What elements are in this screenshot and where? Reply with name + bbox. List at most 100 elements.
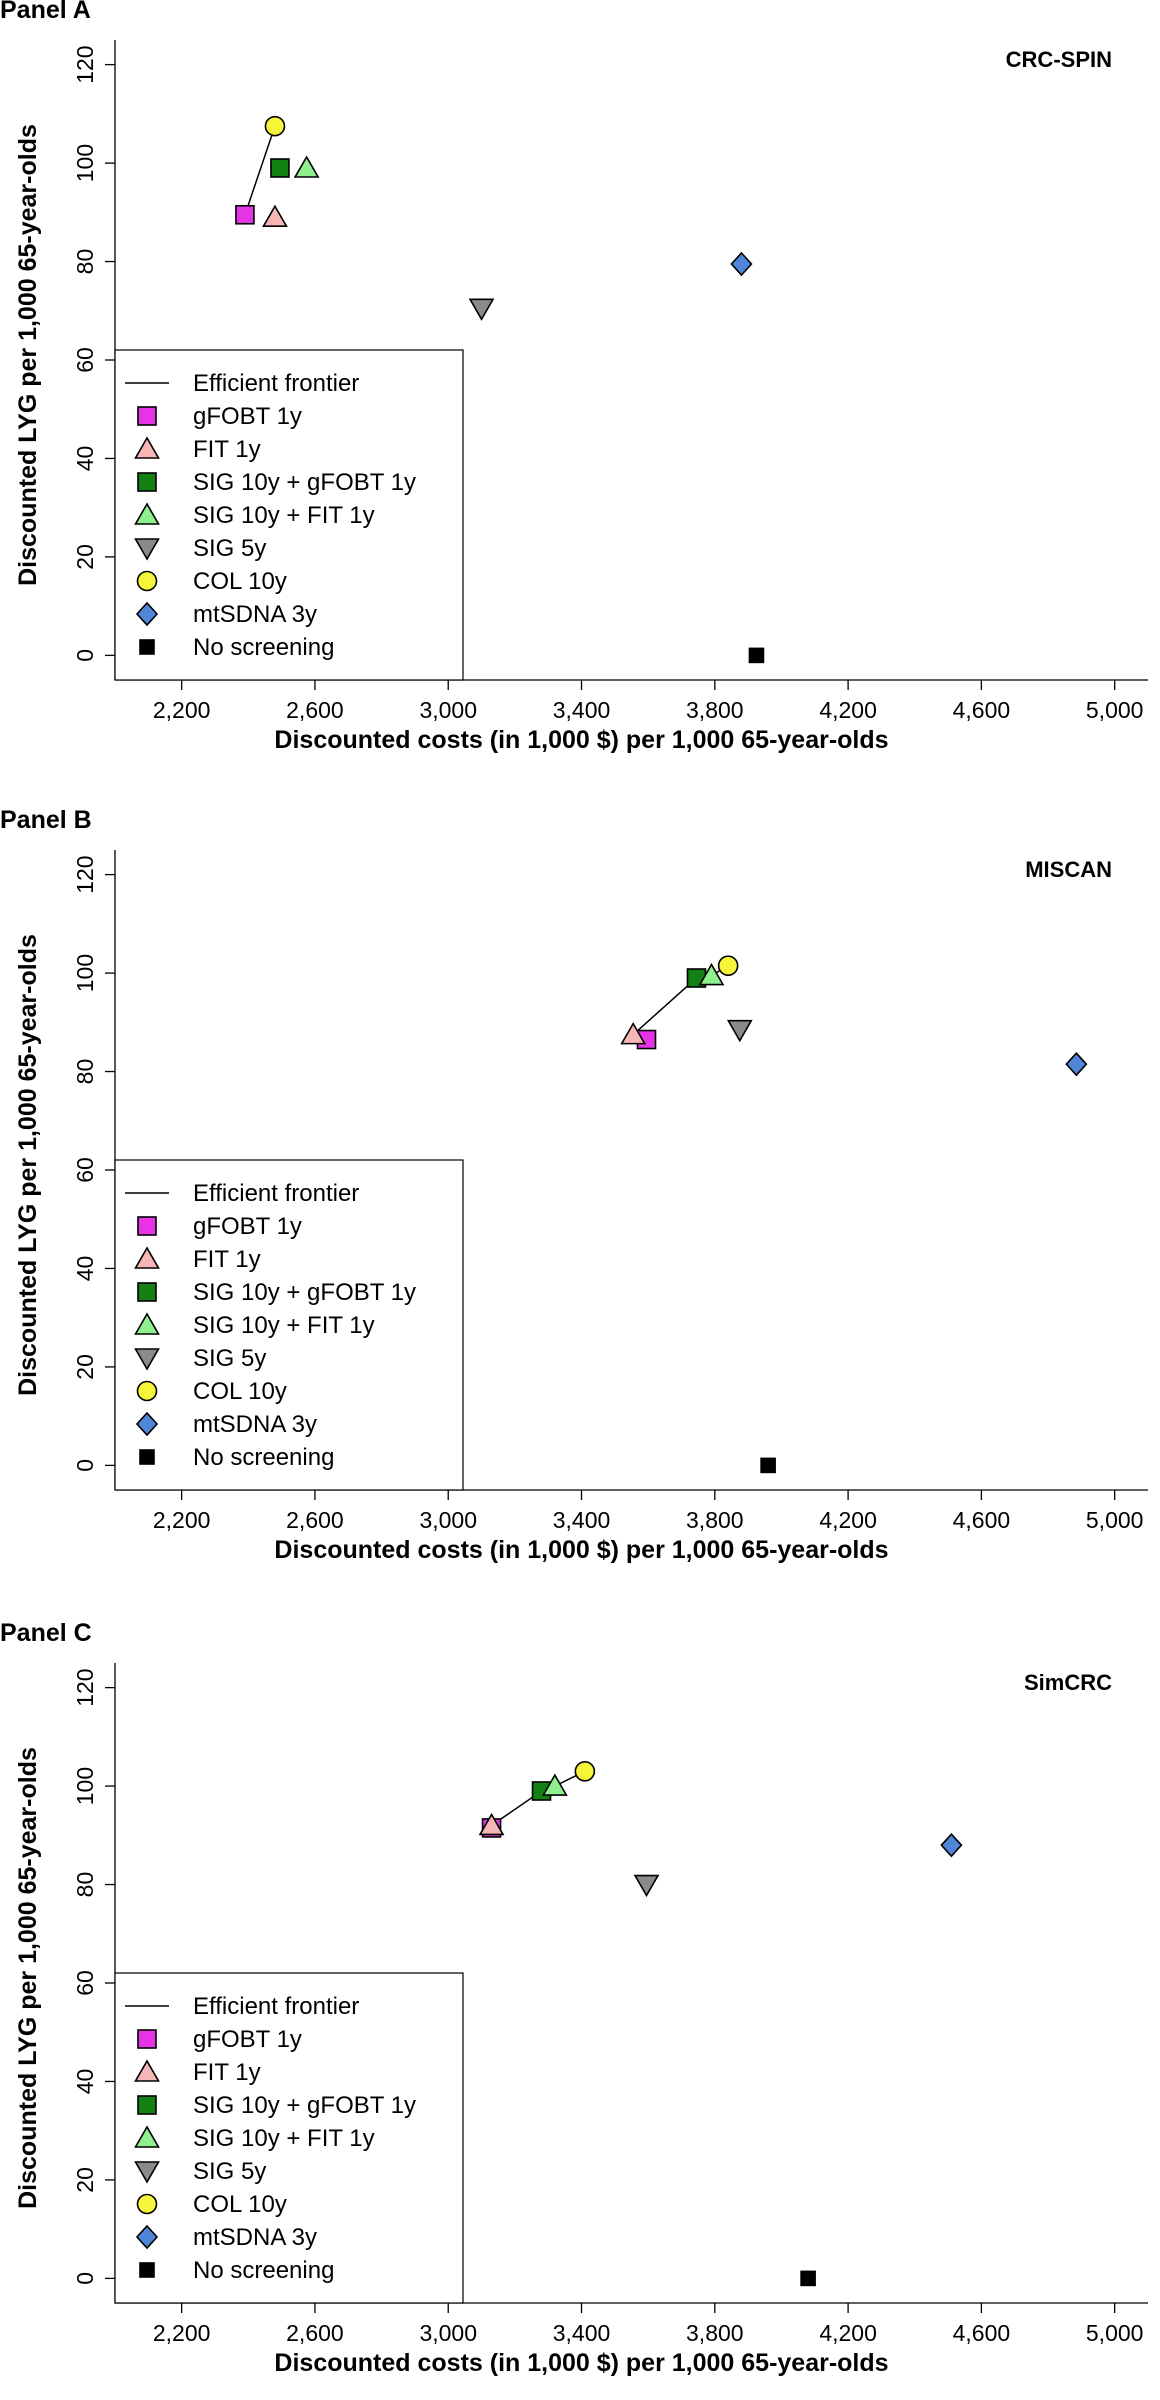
legend-label: mtSDNA 3y bbox=[193, 1411, 317, 1438]
legend-label: COL 10y bbox=[193, 568, 287, 595]
data-point-sig-10y-fit-1y bbox=[541, 1773, 568, 1796]
y-tick-label: 20 bbox=[72, 544, 98, 570]
y-tick-label: 80 bbox=[72, 1872, 98, 1898]
data-point-col-10y bbox=[574, 1761, 596, 1782]
y-tick-label: 60 bbox=[72, 1157, 98, 1183]
legend-label: gFOBT 1y bbox=[193, 1213, 302, 1240]
x-tick-label: 3,400 bbox=[553, 2320, 611, 2346]
y-tick-label: 40 bbox=[72, 446, 98, 472]
legend-marker-gfobt-1y bbox=[137, 406, 157, 426]
data-point-col-10y bbox=[264, 115, 286, 137]
legend-marker-sig-10y-gfobt-1y bbox=[137, 472, 157, 492]
legend-label: SIG 10y + gFOBT 1y bbox=[193, 2092, 416, 2119]
legend-marker-gfobt-1y bbox=[137, 2029, 157, 2049]
legend-label: Efficient frontier bbox=[193, 370, 359, 397]
legend-marker-fit-1y bbox=[134, 2059, 160, 2082]
legend-label: No screening bbox=[193, 2257, 334, 2284]
model-label: CRC-SPIN bbox=[1006, 47, 1112, 72]
y-tick-label: 80 bbox=[72, 1059, 98, 1085]
y-tick-label: 60 bbox=[72, 1970, 98, 1996]
panel-label: Panel A bbox=[0, 0, 91, 24]
legend-marker-col-10y bbox=[136, 2193, 158, 2215]
legend-marker-mtsdna-3y bbox=[135, 2224, 159, 2250]
legend-marker-col-10y bbox=[136, 1380, 158, 1402]
y-tick-label: 100 bbox=[72, 1767, 98, 1805]
legend: Efficient frontier gFOBT 1y FIT 1y SIG 10y … bbox=[114, 1972, 464, 2304]
legend-label: No screening bbox=[193, 1444, 334, 1471]
legend-label: COL 10y bbox=[193, 1378, 287, 1405]
data-point-sig-5y bbox=[468, 298, 495, 321]
data-point-no-screening bbox=[800, 2270, 816, 2287]
x-tick-label: 2,600 bbox=[286, 697, 344, 723]
legend-label: SIG 5y bbox=[193, 1345, 266, 1372]
legend-label: mtSDNA 3y bbox=[193, 2224, 317, 2251]
x-tick-label: 2,600 bbox=[286, 2320, 344, 2346]
panel-label: Panel C bbox=[0, 1619, 92, 1647]
y-axis-title: Discounted LYG per 1,000 65-year-olds bbox=[14, 124, 42, 586]
legend-label: SIG 10y + FIT 1y bbox=[193, 2125, 375, 2152]
legend-label: SIG 10y + gFOBT 1y bbox=[193, 1279, 416, 1306]
y-axis-title: Discounted LYG per 1,000 65-year-olds bbox=[14, 934, 42, 1396]
y-axis-title: Discounted LYG per 1,000 65-year-olds bbox=[14, 1747, 42, 2209]
y-tick-label: 40 bbox=[72, 1256, 98, 1282]
x-tick-label: 3,400 bbox=[553, 697, 611, 723]
data-point-sig-5y bbox=[726, 1019, 753, 1043]
legend-label: SIG 5y bbox=[193, 535, 266, 562]
data-point-mtsdna-3y bbox=[730, 251, 753, 277]
legend-label: No screening bbox=[193, 634, 334, 661]
legend-marker-sig-10y-fit-1y bbox=[134, 502, 160, 525]
x-tick-label: 4,200 bbox=[819, 697, 877, 723]
x-tick-label: 4,600 bbox=[953, 2320, 1011, 2346]
chart-panel-b: Panel B MISCAN 2,200 2,600 3,000 3,400 3,800 4,… bbox=[0, 806, 1148, 1564]
legend-label: gFOBT 1y bbox=[193, 403, 302, 430]
data-point-sig-10y-fit-1y bbox=[698, 962, 725, 986]
legend-label: COL 10y bbox=[193, 2191, 287, 2218]
legend: Efficient frontier gFOBT 1y FIT 1y SIG 10y … bbox=[114, 1159, 464, 1491]
x-axis-title: Discounted costs (in 1,000 $) per 1,000 … bbox=[274, 2349, 888, 2377]
legend-marker-col-10y bbox=[136, 570, 158, 592]
data-point-mtsdna-3y bbox=[1065, 1051, 1088, 1077]
legend-label: SIG 10y + FIT 1y bbox=[193, 1312, 375, 1339]
data-point-mtsdna-3y bbox=[940, 1832, 963, 1858]
x-tick-label: 4,200 bbox=[819, 1507, 877, 1533]
y-tick-label: 120 bbox=[72, 45, 98, 83]
data-point-fit-1y bbox=[620, 1022, 647, 1045]
y-tick-label: 0 bbox=[72, 2272, 98, 2285]
legend-label: Efficient frontier bbox=[193, 1993, 359, 2020]
x-tick-label: 3,800 bbox=[686, 2320, 744, 2346]
legend-marker-no-screening bbox=[139, 2262, 155, 2278]
legend-box bbox=[114, 349, 464, 681]
legend-marker-sig-5y bbox=[134, 1348, 160, 1371]
x-tick-label: 5,000 bbox=[1086, 1507, 1144, 1533]
x-tick-label: 3,800 bbox=[686, 697, 744, 723]
efficient-frontier-line bbox=[244, 125, 276, 216]
x-tick-label: 2,200 bbox=[153, 697, 211, 723]
legend-marker-sig-10y-gfobt-1y bbox=[137, 2095, 157, 2115]
data-point-no-screening bbox=[760, 1457, 776, 1474]
legend: Efficient frontier gFOBT 1y FIT 1y SIG 10y … bbox=[114, 349, 464, 681]
legend-label: FIT 1y bbox=[193, 1246, 261, 1273]
x-tick-label: 5,000 bbox=[1086, 2320, 1144, 2346]
legend-label: SIG 5y bbox=[193, 2158, 266, 2185]
y-tick-label: 80 bbox=[72, 249, 98, 275]
x-axis-title: Discounted costs (in 1,000 $) per 1,000 … bbox=[274, 726, 888, 754]
x-tick-label: 4,200 bbox=[819, 2320, 877, 2346]
x-tick-label: 3,400 bbox=[553, 1507, 611, 1533]
x-tick-label: 3,000 bbox=[419, 697, 477, 723]
legend-marker-sig-5y bbox=[134, 2161, 160, 2184]
legend-label: Efficient frontier bbox=[193, 1180, 359, 1207]
legend-marker-sig-10y-fit-1y bbox=[134, 2125, 160, 2148]
data-point-sig-5y bbox=[633, 1874, 660, 1898]
legend-box bbox=[114, 1159, 464, 1491]
x-tick-label: 2,600 bbox=[286, 1507, 344, 1533]
legend-marker-mtsdna-3y bbox=[135, 601, 159, 627]
x-tick-label: 3,800 bbox=[686, 1507, 744, 1533]
x-tick-label: 2,200 bbox=[153, 2320, 211, 2346]
chart-panel-c: Panel C SimCRC 2,200 2,600 3,000 3,400 3,800 4,… bbox=[0, 1619, 1148, 2377]
y-tick-label: 40 bbox=[72, 2069, 98, 2095]
y-tick-label: 20 bbox=[72, 2167, 98, 2193]
legend-marker-mtsdna-3y bbox=[135, 1411, 159, 1437]
legend-marker-fit-1y bbox=[134, 436, 160, 459]
y-tick-label: 0 bbox=[72, 649, 98, 662]
x-tick-label: 4,600 bbox=[953, 1507, 1011, 1533]
